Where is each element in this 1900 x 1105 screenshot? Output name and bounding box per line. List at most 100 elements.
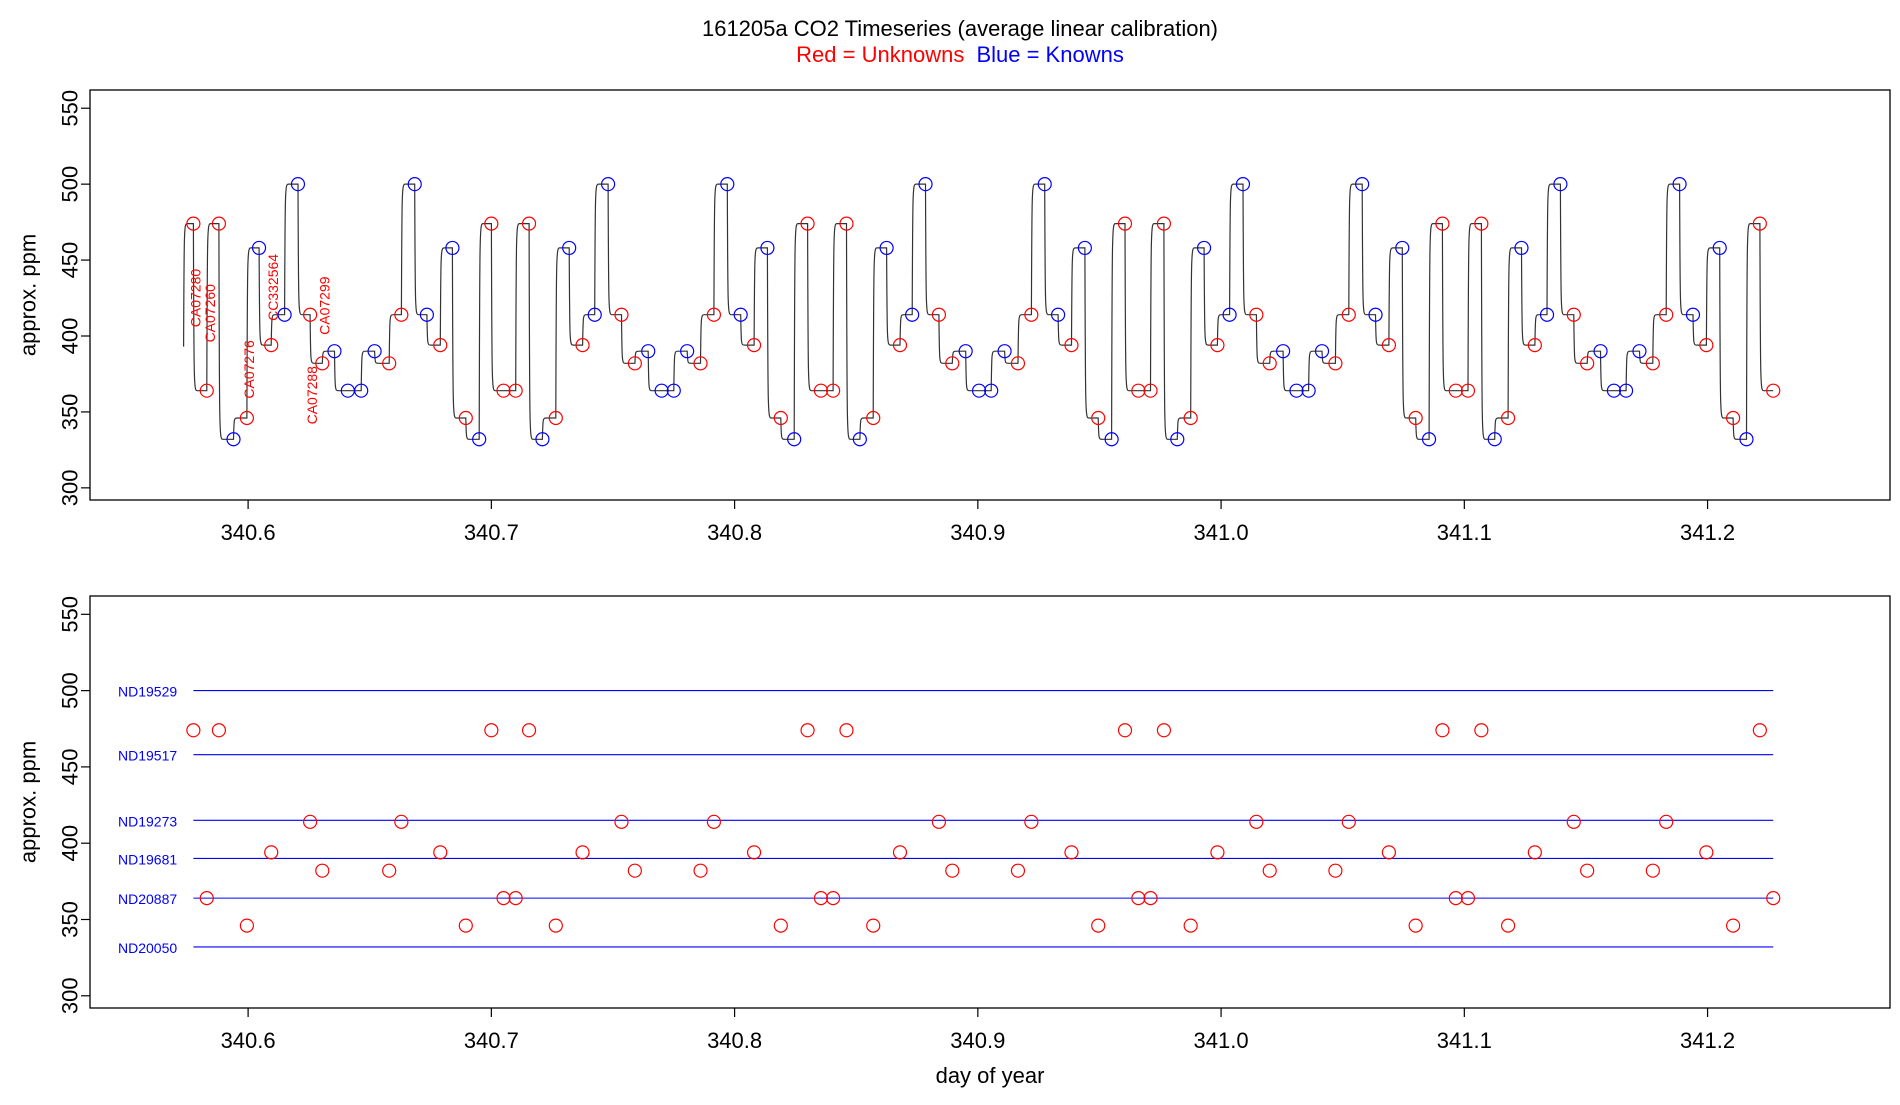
unknown-point	[199, 383, 214, 398]
unknown-point	[1249, 814, 1264, 829]
unknown-point	[1699, 338, 1714, 353]
unknown-point	[1460, 891, 1476, 906]
unknown-point	[1645, 356, 1660, 371]
sample-label: CA07260	[202, 284, 218, 343]
bottom-x-tick-label: 341.1	[1437, 1028, 1492, 1053]
known-point	[733, 307, 748, 322]
known-point	[601, 177, 616, 192]
unknown-point	[1131, 383, 1146, 398]
bottom-x-tick-label: 341.2	[1680, 1028, 1735, 1053]
known-point	[1235, 177, 1251, 192]
unknown-point	[433, 845, 448, 860]
unknown-point	[1262, 863, 1277, 878]
known-point	[367, 344, 382, 359]
unknown-point	[1580, 356, 1595, 371]
legend-knowns: Blue = Knowns	[976, 42, 1123, 67]
legend-unknowns: Red = Unknowns	[796, 42, 964, 67]
known-point	[1421, 432, 1437, 447]
known-point	[760, 240, 775, 256]
unknown-point	[1381, 338, 1397, 353]
top-y-tick-label: 550	[58, 90, 83, 127]
known-point	[1632, 344, 1647, 359]
unknown-point	[1183, 410, 1198, 426]
unknown-point	[1117, 216, 1133, 231]
known-point	[1301, 383, 1316, 398]
bottom-y-axis-label: approx. ppm	[16, 741, 41, 863]
top-x-tick-label: 341.1	[1437, 520, 1492, 545]
unknown-point	[706, 814, 722, 829]
unknown-point	[303, 814, 318, 829]
unknown-point	[1501, 410, 1516, 426]
unknown-point	[1010, 356, 1026, 371]
bottom-plot-frame	[89, 595, 1891, 1009]
unknown-point	[433, 338, 448, 353]
unknown-point	[303, 307, 318, 322]
known-point	[1514, 240, 1529, 256]
unknown-point	[186, 216, 201, 231]
known-point	[720, 177, 735, 192]
top-plot-frame	[89, 89, 1891, 501]
known-point	[1368, 307, 1383, 322]
bottom-x-tick-label: 340.6	[221, 1028, 276, 1053]
unknown-point	[813, 383, 829, 398]
unknown-point	[1328, 863, 1343, 878]
unknown-point	[1474, 216, 1489, 231]
unknown-point	[1183, 918, 1198, 933]
unknown-point	[1131, 891, 1146, 906]
unknown-point	[892, 845, 908, 860]
known-point	[680, 344, 695, 359]
unknown-point	[1726, 918, 1741, 933]
known-point	[1553, 177, 1568, 192]
unknown-point	[839, 723, 854, 738]
known-point	[1395, 240, 1410, 256]
reference-label: ND19529	[118, 684, 177, 700]
unknown-point	[1341, 307, 1356, 322]
unknown-point	[627, 356, 642, 371]
known-point	[1314, 344, 1330, 359]
unknown-point	[1460, 383, 1476, 398]
unknown-point	[746, 338, 762, 353]
known-point	[327, 344, 342, 359]
known-point	[251, 240, 267, 256]
known-point	[1539, 307, 1555, 322]
known-point	[1276, 344, 1291, 359]
known-point	[1739, 432, 1754, 447]
unknown-point	[1527, 338, 1542, 353]
bottom-panel: 340.6 340.7 340.8 340.9 341.0 341.1 341.2 300 35…	[16, 595, 1891, 1088]
known-point	[1712, 240, 1727, 256]
unknown-point	[1645, 863, 1660, 878]
known-point	[445, 240, 460, 256]
bottom-y-tick-label: 300	[58, 977, 83, 1014]
top-x-tick-label: 340.6	[221, 520, 276, 545]
unknown-point	[1501, 918, 1516, 933]
unknown-point	[1117, 723, 1133, 738]
unknown-point	[211, 723, 227, 738]
unknown-point	[614, 307, 629, 322]
unknown-point	[484, 216, 499, 231]
top-y-tick-label: 450	[58, 242, 83, 279]
bottom-x-tick-label: 340.8	[707, 1028, 762, 1053]
unknown-point	[1143, 383, 1158, 398]
unknown-point	[1091, 918, 1106, 933]
unknown-point	[945, 863, 960, 878]
unknown-point	[931, 814, 947, 829]
top-x-tick-label: 340.7	[464, 520, 519, 545]
unknown-point	[1210, 338, 1225, 353]
unknown-point	[1699, 845, 1714, 860]
known-point	[1355, 177, 1370, 192]
unknown-point	[1156, 723, 1172, 738]
unknown-point	[1341, 814, 1356, 829]
unknown-point	[458, 410, 473, 426]
unknown-point	[1474, 723, 1489, 738]
unknown-point	[1766, 891, 1781, 906]
unknown-point	[521, 216, 537, 231]
unknown-point	[1726, 410, 1741, 426]
unknown-point	[521, 723, 537, 738]
unknown-point	[826, 383, 841, 398]
unknown-point	[394, 814, 409, 829]
sample-label: CA07299	[316, 276, 332, 335]
unknown-point	[800, 723, 815, 738]
known-point	[879, 240, 894, 256]
known-point	[1170, 432, 1185, 447]
